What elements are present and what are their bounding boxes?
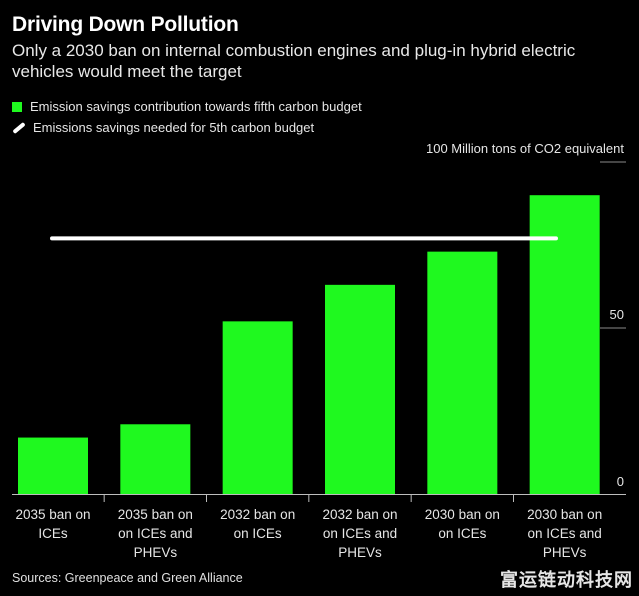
x-tick-label: on ICEs bbox=[438, 526, 486, 541]
x-tick-label: 2032 ban on bbox=[220, 507, 295, 522]
x-tick-label: on ICEs and bbox=[323, 526, 397, 541]
bar bbox=[427, 251, 498, 494]
y-tick-label: 0 bbox=[617, 474, 624, 489]
x-tick-label: 2035 ban on bbox=[15, 507, 90, 522]
x-tick-label: on ICEs bbox=[234, 526, 282, 541]
watermark: 富运链动科技网 bbox=[500, 570, 633, 590]
x-tick-label: on ICEs and bbox=[118, 526, 192, 541]
x-tick-label: 2030 ban on bbox=[527, 507, 602, 522]
x-tick-label: PHEVs bbox=[134, 545, 178, 560]
x-tick-label: 2032 ban on bbox=[322, 507, 397, 522]
chart-subtitle: Only a 2030 ban on internal combustion e… bbox=[12, 41, 576, 81]
legend-item-bars: Emission savings contribution towards fi… bbox=[12, 99, 362, 114]
legend-label-line: Emissions savings needed for 5th carbon … bbox=[33, 120, 315, 135]
x-tick-label: PHEVs bbox=[338, 545, 382, 560]
bar bbox=[325, 284, 395, 494]
bar bbox=[120, 424, 191, 494]
y-tick-label: 100 Million tons of CO2 equivalent bbox=[426, 141, 624, 156]
x-tick-label: on ICEs and bbox=[528, 526, 602, 541]
y-tick-label: 50 bbox=[610, 307, 624, 322]
source-note: Sources: Greenpeace and Green Alliance bbox=[12, 571, 243, 585]
chart-title: Driving Down Pollution bbox=[12, 13, 239, 36]
bar bbox=[529, 195, 600, 494]
bar bbox=[18, 437, 88, 494]
legend-label-bars: Emission savings contribution towards fi… bbox=[30, 99, 362, 114]
x-tick-label: PHEVs bbox=[543, 545, 587, 560]
x-tick-label: 2035 ban on bbox=[118, 507, 193, 522]
x-tick-label: 2030 ban on bbox=[425, 507, 500, 522]
legend-item-line: Emissions savings needed for 5th carbon … bbox=[12, 120, 314, 135]
legend-swatch-bars bbox=[12, 101, 22, 112]
bar bbox=[222, 321, 293, 494]
x-tick-label: ICEs bbox=[38, 526, 68, 541]
